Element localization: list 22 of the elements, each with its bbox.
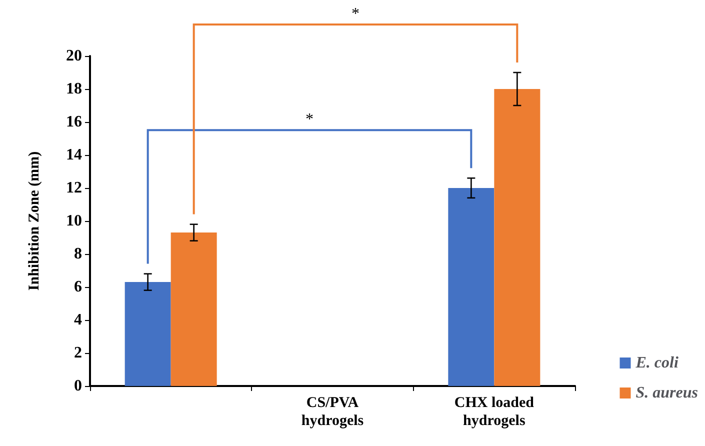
x-tick-label: CS/PVA hydrogels — [301, 395, 364, 429]
y-tick-label: 14 — [66, 146, 82, 164]
y-tick-label: 20 — [66, 48, 82, 64]
y-tick-label: 4 — [74, 312, 82, 328]
y-tick-label: 2 — [74, 344, 82, 362]
bar — [448, 188, 494, 386]
bar — [494, 89, 540, 386]
text: * — [352, 6, 360, 22]
y-tick-label: 18 — [66, 80, 82, 98]
y-tick-label: 12 — [66, 180, 82, 196]
y-axis-title: Inhibition Zone (mm) — [26, 151, 42, 291]
y-tick-label: 16 — [66, 114, 82, 130]
bar — [124, 282, 171, 386]
bar — [170, 232, 217, 386]
y-tick-label: 8 — [74, 246, 82, 262]
y-tick-label: 0 — [74, 378, 82, 394]
y-tick-label: 6 — [74, 278, 82, 296]
legend-label: S. aureus — [636, 384, 698, 402]
x-tick-label: CHX loaded hydrogels — [454, 395, 535, 429]
annotation: * — [306, 111, 314, 128]
legend-label: E. coli — [634, 354, 679, 372]
y-tick-label: 10 — [66, 212, 82, 230]
